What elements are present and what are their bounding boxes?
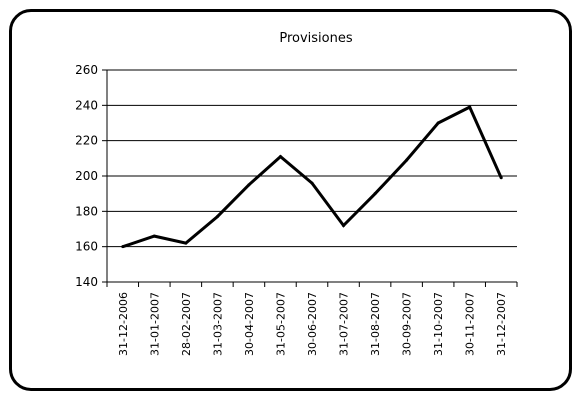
data-point-7 (342, 223, 346, 227)
gridlines (107, 69, 517, 248)
x-tick-label-7: 31-07-2007 (338, 292, 351, 356)
x-tick-label-0: 31-12-2006 (117, 292, 130, 356)
y-tick-label-140: 140 (75, 275, 98, 289)
y-axis-ticks: 140 160 180 200 220 240 260 (75, 63, 107, 289)
data-point-4 (247, 183, 251, 187)
x-tick-label-1: 31-01-2007 (148, 292, 161, 356)
chart-title: Provisiones (279, 31, 353, 46)
data-point-8 (373, 192, 377, 196)
x-tick-label-3: 31-03-2007 (211, 292, 224, 356)
data-point-5 (278, 155, 282, 159)
chart-frame (9, 9, 572, 391)
data-point-12 (499, 176, 503, 180)
x-tick-label-6: 30-06-2007 (306, 292, 319, 356)
y-tick-label-220: 220 (75, 134, 98, 148)
data-point-6 (310, 181, 314, 185)
y-tick-label-200: 200 (75, 169, 98, 183)
x-tick-label-10: 31-10-2007 (432, 292, 445, 356)
data-point-10 (436, 121, 440, 125)
x-tick-label-8: 31-08-2007 (369, 292, 382, 356)
x-tick-label-4: 30-04-2007 (243, 292, 256, 356)
data-point-11 (468, 105, 472, 109)
data-point-9 (405, 158, 409, 162)
x-axis-ticks: 31-12-2006 31-01-2007 28-02-2007 31-03-2007… (106, 282, 518, 356)
x-tick-label-5: 31-05-2007 (274, 292, 287, 356)
x-tick-label-12: 31-12-2007 (495, 292, 508, 356)
y-tick-label-160: 160 (75, 240, 98, 254)
x-tick-label-2: 28-02-2007 (180, 292, 193, 356)
series-line (122, 105, 503, 249)
x-tick-label-9: 30-09-2007 (401, 292, 414, 356)
y-tick-label-260: 260 (75, 63, 98, 77)
series-provisiones (121, 105, 503, 249)
y-tick-label-180: 180 (75, 204, 98, 218)
data-point-0 (121, 245, 125, 249)
data-point-2 (184, 241, 188, 245)
data-point-3 (215, 215, 219, 219)
data-point-1 (152, 234, 156, 238)
y-tick-label-240: 240 (75, 98, 98, 112)
x-tick-label-11: 30-11-2007 (464, 292, 477, 356)
